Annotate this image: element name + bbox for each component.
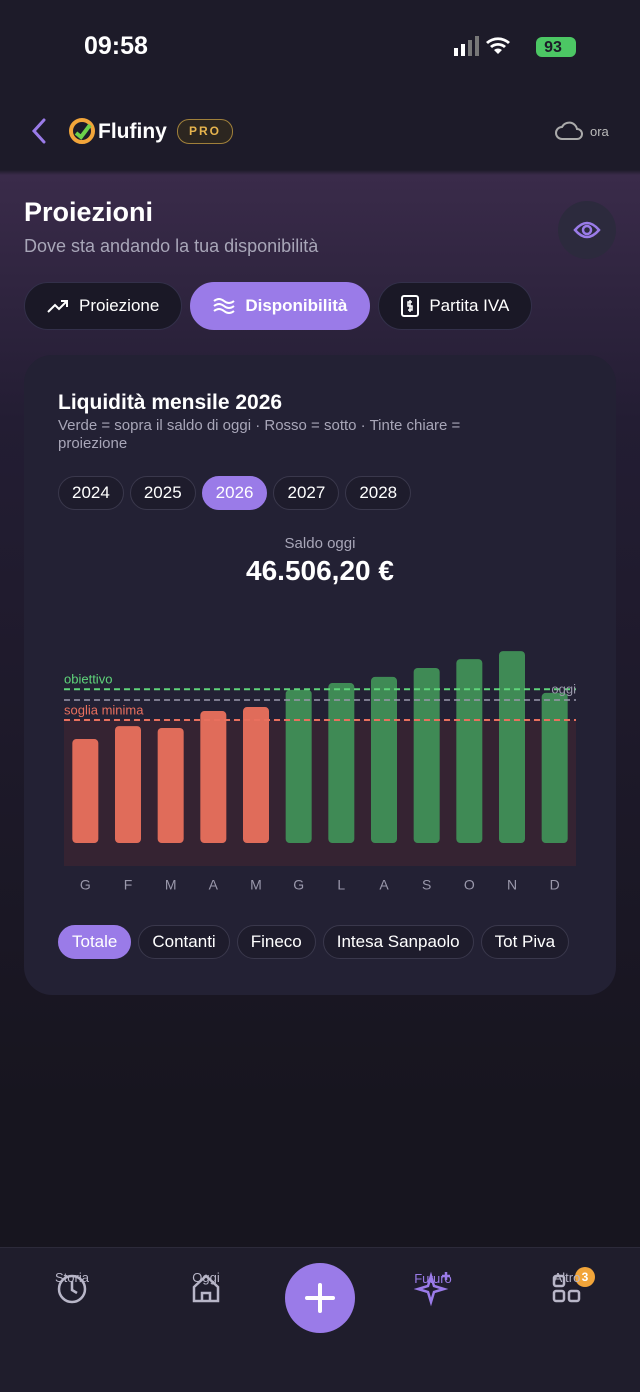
visibility-toggle[interactable] — [558, 201, 616, 259]
year-chip[interactable]: 2025 — [129, 476, 196, 510]
tab-label: Disponibilità — [245, 296, 348, 315]
year-chip[interactable]: 2024 — [58, 476, 124, 510]
x-tick-label: N — [507, 877, 517, 893]
sync-label: ora — [590, 124, 609, 139]
bar — [328, 683, 355, 843]
bar — [157, 727, 184, 843]
nav-label[interactable]: Altro — [553, 1270, 581, 1285]
nav-label[interactable]: Futuro — [414, 1271, 452, 1286]
today-label: oggi — [551, 681, 576, 696]
bar — [456, 659, 483, 843]
bar — [499, 651, 525, 843]
tab[interactable]: Partita IVA — [378, 282, 533, 330]
x-tick-label: L — [337, 877, 345, 893]
app-name: Flufiny — [98, 120, 167, 143]
bar — [285, 689, 312, 843]
nav-icon — [414, 1271, 450, 1307]
battery: 93 — [544, 39, 562, 56]
saldo-value: 46.506,20 € — [246, 555, 394, 586]
add-button[interactable] — [285, 1263, 355, 1333]
x-tick-label: F — [124, 877, 133, 893]
pro-badge: PRO — [177, 119, 233, 144]
account-chip[interactable]: Contanti — [138, 925, 230, 959]
x-tick-label: G — [80, 877, 91, 893]
nav-label[interactable]: Storia — [55, 1270, 89, 1285]
year-chip[interactable]: 2028 — [345, 476, 412, 510]
x-tick-label: M — [165, 877, 177, 893]
card-subtitle: Verde = sopra il saldo di oggi · Rosso =… — [58, 417, 461, 452]
account-chip[interactable]: Intesa Sanpaolo — [322, 925, 474, 959]
reference-label: obiettivo — [64, 672, 112, 687]
account-chip[interactable]: Fineco — [236, 925, 316, 959]
card-title: Liquidità mensile 2026 — [58, 391, 283, 414]
logo — [69, 118, 95, 144]
nav-icon — [552, 1274, 581, 1303]
account-chips: Totale Contanti Fineco Intesa Sanpaolo Tot P… — [58, 925, 570, 959]
x-tick-label: A — [379, 877, 389, 893]
back-button[interactable] — [28, 116, 52, 146]
tab-label: Proiezione — [79, 296, 160, 315]
bar — [243, 707, 269, 843]
reference-label: soglia minima — [64, 702, 144, 717]
time: 09:58 — [84, 32, 148, 60]
x-tick-label: D — [550, 877, 560, 893]
bar — [200, 711, 227, 843]
nav-icon — [57, 1274, 87, 1304]
x-tick-label: O — [464, 877, 475, 893]
bar — [371, 676, 397, 843]
year-chip[interactable]: 2026 — [201, 476, 268, 510]
status-icons: 93 — [454, 36, 576, 57]
year-chips: 2024 2025 2026 2027 2028 — [58, 476, 412, 510]
bar — [115, 726, 141, 843]
x-tick-label: M — [250, 877, 262, 893]
page-title: Proiezioni — [24, 197, 154, 227]
x-tick-label: S — [422, 877, 431, 893]
year-chip[interactable]: 2027 — [273, 476, 340, 510]
bar — [72, 739, 99, 843]
x-tick-label: A — [209, 877, 219, 893]
tab[interactable]: Proiezione — [24, 282, 183, 330]
nav-label[interactable]: Oggi — [192, 1270, 220, 1285]
nav-badge: 3 — [575, 1267, 595, 1287]
bar — [413, 667, 440, 843]
tabs: Proiezione Disponibilità Partita IVA — [24, 282, 533, 330]
below-threshold-zone — [64, 719, 576, 866]
page-subtitle: Dove sta andando la tua disponibilità — [24, 236, 319, 256]
tab-label: Partita IVA — [429, 296, 510, 315]
nav-icon — [192, 1274, 220, 1303]
account-chip[interactable]: Tot Piva — [480, 925, 570, 959]
x-tick-label: G — [293, 877, 304, 893]
saldo-label: Saldo oggi — [284, 535, 356, 552]
account-chip[interactable]: Totale — [58, 925, 132, 959]
bar — [541, 692, 568, 843]
cloud-icon — [555, 121, 583, 140]
tab[interactable]: Disponibilità — [190, 282, 371, 330]
